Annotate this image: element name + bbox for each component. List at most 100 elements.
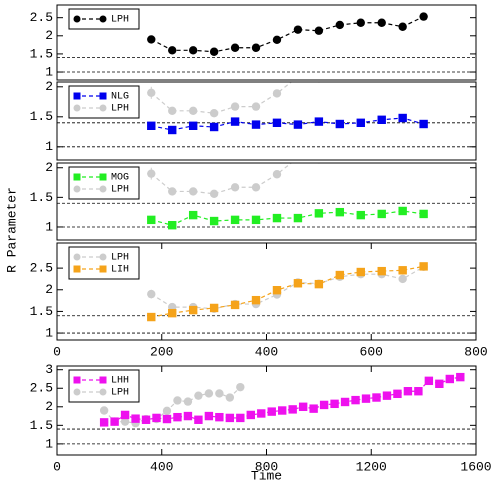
marker — [314, 209, 324, 218]
marker — [335, 207, 345, 217]
marker — [272, 35, 282, 44]
plot-area — [99, 372, 465, 428]
legend-box — [68, 166, 140, 200]
marker — [314, 26, 324, 35]
marker — [141, 415, 151, 424]
marker — [215, 389, 224, 398]
marker — [356, 18, 365, 27]
y-tick-label: 2 — [45, 160, 53, 175]
marker — [293, 279, 303, 288]
marker — [251, 43, 261, 52]
legend-label: LHH — [111, 376, 129, 387]
marker — [204, 411, 214, 421]
marker — [99, 406, 109, 415]
marker — [319, 400, 329, 410]
marker — [73, 104, 81, 112]
marker — [73, 173, 81, 181]
marker — [419, 51, 427, 59]
x-tick-label: 0 — [53, 459, 61, 474]
marker — [209, 303, 219, 313]
marker — [356, 210, 365, 220]
legend-label: NLG — [111, 92, 129, 103]
marker — [209, 122, 219, 132]
x-tick-label: 800 — [464, 344, 487, 359]
marker — [99, 265, 107, 273]
plot-frame — [56, 162, 477, 241]
y-tick-label: 2 — [45, 282, 53, 297]
marker — [424, 376, 434, 386]
series-line — [150, 163, 293, 195]
marker — [73, 265, 81, 273]
marker — [225, 393, 235, 402]
legend-box — [68, 246, 140, 280]
marker — [99, 104, 107, 112]
marker — [147, 169, 156, 178]
marker — [209, 47, 219, 56]
legend-label: LPH — [111, 15, 129, 26]
marker — [335, 119, 345, 129]
marker — [183, 397, 193, 406]
marker — [293, 213, 303, 223]
marker — [147, 289, 156, 299]
marker — [230, 117, 240, 126]
marker — [382, 391, 392, 400]
marker — [398, 206, 407, 216]
marker — [435, 379, 444, 388]
marker — [378, 61, 386, 69]
legend-label: MOG — [111, 173, 129, 184]
marker — [168, 308, 177, 318]
marker — [99, 388, 107, 396]
marker — [120, 417, 130, 426]
y-tick-label: 1.5 — [30, 46, 53, 61]
marker — [194, 391, 203, 400]
marker — [330, 399, 339, 409]
marker — [419, 119, 428, 129]
marker — [152, 413, 161, 423]
marker — [361, 394, 371, 403]
marker — [147, 121, 156, 130]
marker — [162, 414, 172, 424]
marker — [173, 396, 182, 405]
marker — [73, 253, 81, 261]
marker — [419, 262, 428, 271]
legend: LPH — [68, 8, 140, 30]
marker — [398, 22, 407, 31]
marker — [251, 215, 261, 225]
marker — [377, 266, 386, 276]
marker — [251, 102, 261, 111]
y-tick-label: 2 — [45, 399, 53, 414]
y-tick-label: 3 — [45, 362, 53, 377]
marker — [272, 118, 282, 127]
y-tick-label: 2.5 — [30, 261, 53, 276]
y-tick-label: 1 — [45, 436, 53, 451]
marker — [99, 185, 107, 193]
y-tick-label: 2 — [45, 79, 53, 94]
x-axis-label: Time — [251, 468, 282, 483]
marker — [293, 120, 303, 129]
marker — [335, 270, 345, 280]
y-tick-label: 1 — [45, 139, 53, 154]
legend-box — [68, 369, 140, 403]
marker — [272, 170, 282, 179]
marker — [419, 132, 427, 140]
legend-label: LIH — [111, 265, 129, 276]
marker — [351, 395, 360, 405]
x-tick-label: 400 — [150, 459, 173, 474]
marker — [236, 413, 245, 423]
marker — [131, 414, 140, 423]
marker — [99, 173, 107, 181]
marker — [73, 388, 81, 396]
marker — [257, 409, 266, 418]
marker — [272, 213, 282, 223]
x-tick-label: 400 — [255, 344, 278, 359]
series-line — [150, 82, 293, 114]
marker — [377, 115, 386, 124]
panel: 1 1.5 2 2.5 LPH — [30, 4, 477, 81]
y-axis-label: R Parameter — [4, 187, 19, 273]
marker — [377, 209, 386, 219]
legend-label: LPH — [111, 104, 129, 115]
marker — [456, 372, 465, 382]
